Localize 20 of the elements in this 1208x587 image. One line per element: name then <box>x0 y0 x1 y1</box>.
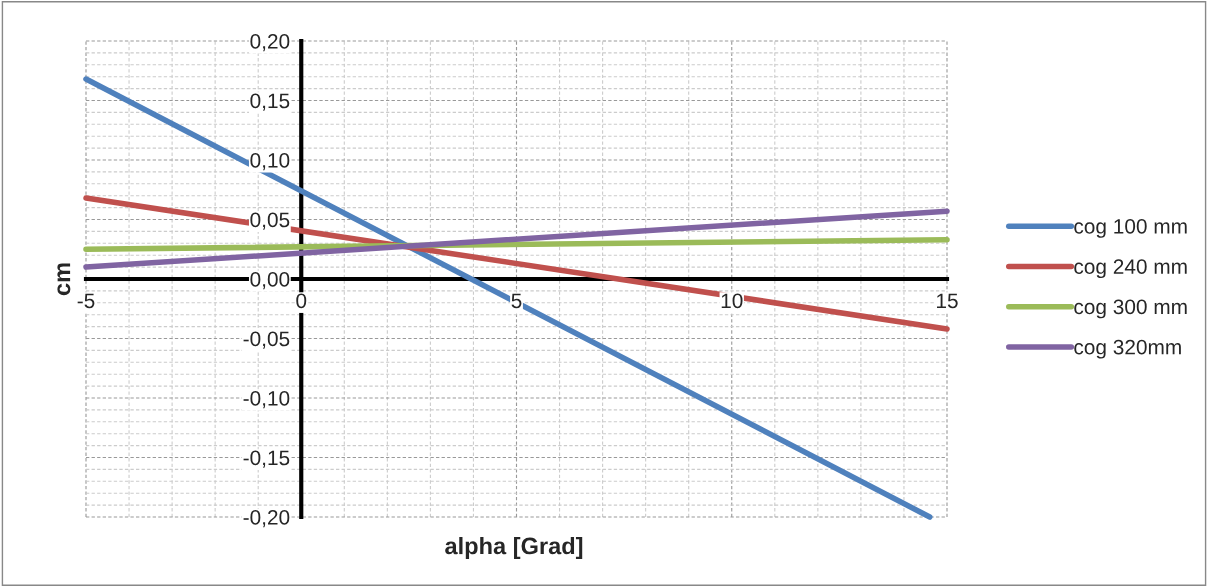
y-tick-label: 0,20 <box>250 34 290 52</box>
x-tick-label: -5 <box>77 293 95 309</box>
y-tick-label: 0,00 <box>250 272 290 290</box>
legend-label: cog 300 mm <box>1074 299 1187 319</box>
y-tick-label: -0,05 <box>243 331 290 349</box>
y-tick-label: 0,05 <box>250 212 290 230</box>
x-axis-title: alpha [Grad] <box>445 536 583 559</box>
y-tick-label: 0,10 <box>250 153 290 171</box>
x-tick-label: 0 <box>296 293 307 309</box>
legend-label: cog 320mm <box>1074 339 1181 359</box>
y-axis-title: cm <box>57 263 71 296</box>
y-tick-label: -0,20 <box>243 510 290 528</box>
legend-label: cog 240 mm <box>1074 259 1187 279</box>
legend-label: cog 100 mm <box>1074 218 1187 238</box>
y-tick-label: 0,15 <box>250 93 290 111</box>
y-tick-label: -0,15 <box>243 450 290 468</box>
x-tick-label: 10 <box>721 293 743 309</box>
x-tick-label: 5 <box>511 293 522 309</box>
y-tick-label: -0,10 <box>243 391 290 409</box>
x-tick-label: 15 <box>937 293 958 309</box>
